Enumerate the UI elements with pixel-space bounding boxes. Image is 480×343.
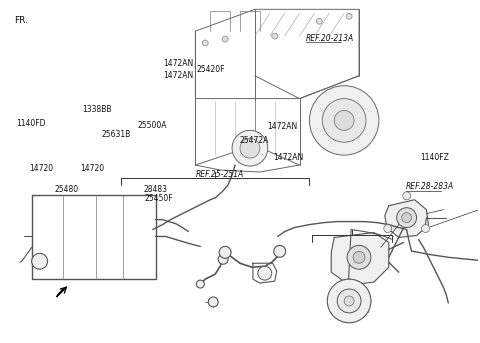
Circle shape <box>344 296 354 306</box>
Text: 14720: 14720 <box>30 164 54 173</box>
Circle shape <box>196 280 204 288</box>
Circle shape <box>346 13 352 19</box>
Circle shape <box>310 86 379 155</box>
Circle shape <box>202 40 208 46</box>
Circle shape <box>316 18 323 24</box>
Polygon shape <box>331 233 389 285</box>
Text: 1472AN: 1472AN <box>273 153 303 162</box>
Text: REF.25-251A: REF.25-251A <box>196 170 244 179</box>
Circle shape <box>219 246 231 258</box>
Circle shape <box>272 33 278 39</box>
Circle shape <box>353 251 365 263</box>
Text: 25472A: 25472A <box>239 137 268 145</box>
Text: 25450F: 25450F <box>145 193 173 202</box>
Text: 1472AN: 1472AN <box>268 122 298 131</box>
Text: 1472AN: 1472AN <box>163 71 193 80</box>
Circle shape <box>32 253 48 269</box>
Text: 1472AN: 1472AN <box>163 59 193 68</box>
Circle shape <box>323 98 366 142</box>
Circle shape <box>347 245 371 269</box>
Circle shape <box>208 297 218 307</box>
Circle shape <box>274 245 286 257</box>
Circle shape <box>258 266 272 280</box>
Text: 25500A: 25500A <box>138 121 167 130</box>
Circle shape <box>218 254 228 264</box>
Circle shape <box>384 225 392 233</box>
Text: REF.20-213A: REF.20-213A <box>306 34 354 43</box>
Circle shape <box>327 279 371 323</box>
Polygon shape <box>57 289 63 297</box>
Circle shape <box>222 36 228 42</box>
Circle shape <box>334 110 354 130</box>
Text: 25420F: 25420F <box>196 65 225 74</box>
Circle shape <box>402 213 411 223</box>
Text: 28483: 28483 <box>144 185 168 194</box>
Circle shape <box>240 138 260 158</box>
Circle shape <box>403 192 410 200</box>
Text: FR.: FR. <box>14 15 28 25</box>
Text: 1338BB: 1338BB <box>82 105 111 114</box>
Polygon shape <box>385 200 429 237</box>
Text: 25631B: 25631B <box>102 130 131 139</box>
Text: REF.28-283A: REF.28-283A <box>406 182 454 191</box>
Circle shape <box>397 208 417 227</box>
Text: 25480: 25480 <box>54 185 78 194</box>
Text: 1140FZ: 1140FZ <box>420 153 449 162</box>
Text: 1140FD: 1140FD <box>16 119 46 128</box>
Circle shape <box>421 225 430 233</box>
Circle shape <box>337 289 361 313</box>
Circle shape <box>232 130 268 166</box>
Text: 14720: 14720 <box>81 164 105 173</box>
